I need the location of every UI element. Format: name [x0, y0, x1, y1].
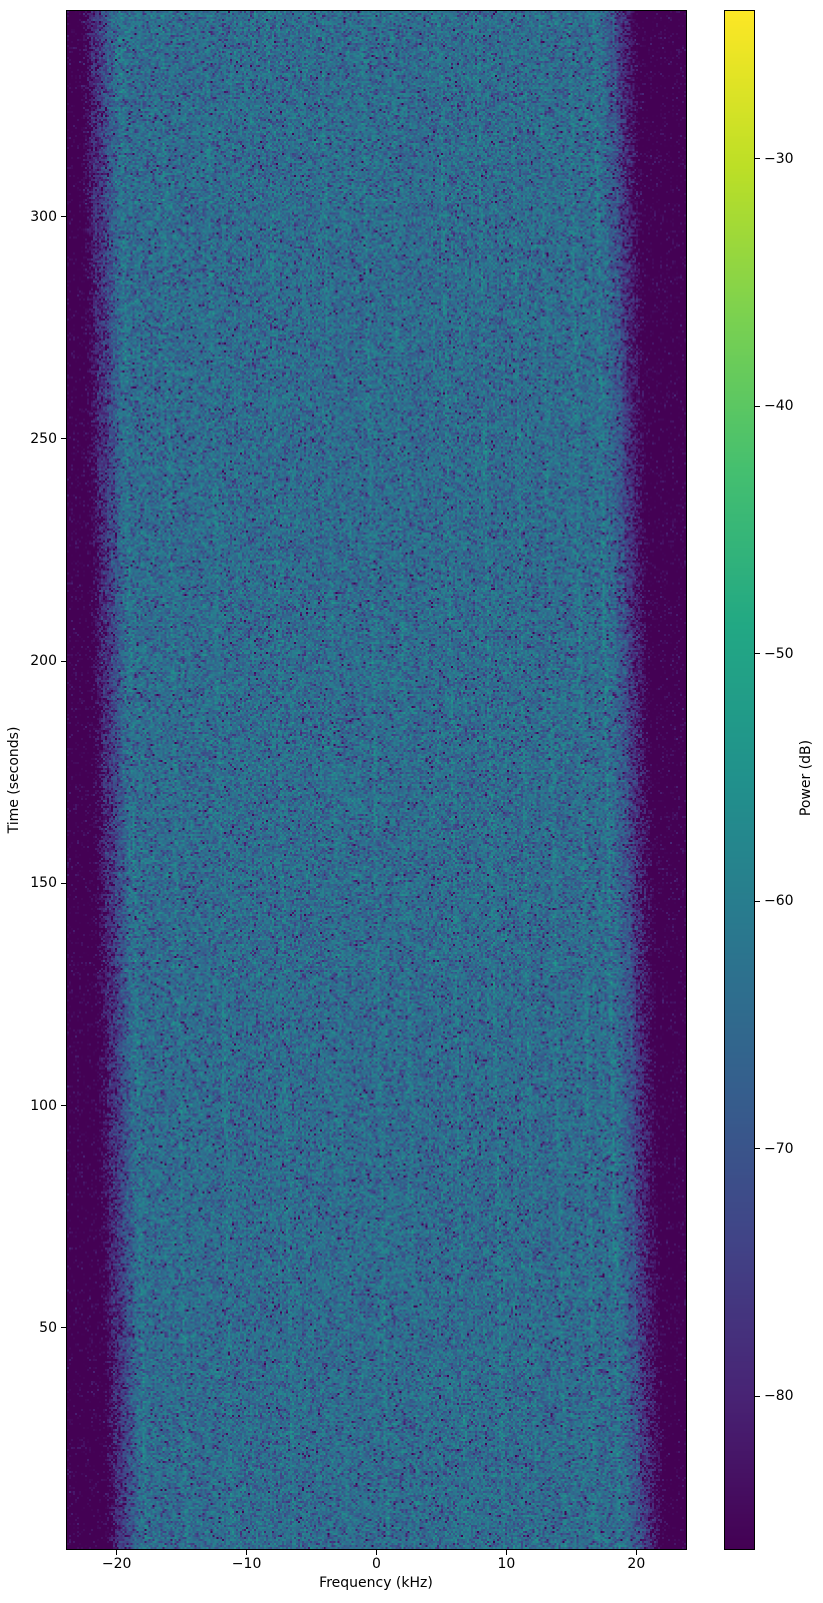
x-tick-mark	[506, 1550, 507, 1555]
x-tick-label: 10	[497, 1557, 515, 1571]
y-tick-label: 150	[30, 876, 57, 890]
x-tick-label: 0	[372, 1557, 381, 1571]
colorbar-tick-mark	[755, 158, 760, 159]
y-tick-label: 100	[30, 1099, 57, 1113]
colorbar-tick-mark	[755, 653, 760, 654]
colorbar-tick-label: −80	[764, 1389, 794, 1403]
plot-area	[66, 10, 687, 1550]
colorbar-gradient	[725, 11, 754, 1549]
colorbar-tick-label: −30	[764, 152, 794, 166]
x-tick-mark	[116, 1550, 117, 1555]
colorbar-tick-mark	[755, 901, 760, 902]
colorbar-label: Power (dB)	[798, 740, 814, 816]
y-tick-mark	[61, 661, 66, 662]
colorbar-tick-label: −70	[764, 1142, 794, 1156]
colorbar	[724, 10, 755, 1550]
x-tick-mark	[246, 1550, 247, 1555]
x-tick-mark	[636, 1550, 637, 1555]
y-tick-mark	[61, 216, 66, 217]
x-tick-label: 20	[627, 1557, 645, 1571]
spectrogram-image	[67, 11, 686, 1549]
y-tick-label: 200	[30, 654, 57, 668]
colorbar-tick-label: −40	[764, 399, 794, 413]
x-tick-label: −20	[102, 1557, 132, 1571]
y-tick-label: 50	[39, 1321, 57, 1335]
y-axis-label: Time (seconds)	[6, 727, 22, 834]
x-tick-mark	[376, 1550, 377, 1555]
y-tick-label: 300	[30, 210, 57, 224]
y-tick-mark	[61, 1327, 66, 1328]
x-tick-label: −10	[232, 1557, 262, 1571]
colorbar-tick-label: −50	[764, 647, 794, 661]
y-tick-label: 250	[30, 432, 57, 446]
y-tick-mark	[61, 883, 66, 884]
colorbar-tick-label: −60	[764, 894, 794, 908]
colorbar-tick-mark	[755, 1396, 760, 1397]
y-tick-mark	[61, 1105, 66, 1106]
colorbar-tick-mark	[755, 1148, 760, 1149]
colorbar-tick-mark	[755, 406, 760, 407]
y-tick-mark	[61, 438, 66, 439]
x-axis-label: Frequency (kHz)	[319, 1575, 433, 1591]
spectrogram-figure: Time (seconds) Frequency (kHz) Power (dB…	[0, 0, 823, 1603]
